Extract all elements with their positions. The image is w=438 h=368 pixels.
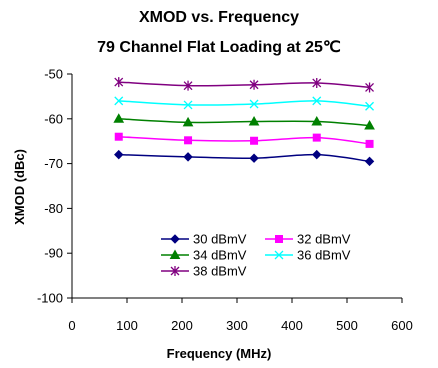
data-point — [364, 120, 375, 130]
x-tick-label: 600 — [391, 318, 413, 333]
data-point — [114, 96, 124, 106]
legend-marker — [170, 266, 180, 276]
series-line — [118, 153, 370, 163]
data-point — [183, 80, 193, 91]
x-tick-label: 400 — [281, 318, 303, 333]
y-tick-label: -50 — [44, 67, 63, 82]
data-point — [365, 139, 374, 148]
data-point — [250, 136, 259, 145]
data-point — [312, 133, 321, 142]
legend-marker — [170, 234, 180, 244]
plot-area: -50 -60 -70 -80 -90 -100 0 100 200 300 400 500 600 — [37, 67, 413, 334]
y-tick-label: -60 — [44, 111, 63, 126]
x-tick-label: 300 — [226, 318, 248, 333]
data-point — [311, 115, 323, 126]
series-line — [118, 118, 370, 127]
x-tick-label: 0 — [68, 318, 75, 333]
legend: 30 dBmV 32 dBmV 34 dBmV 36 dBmV 38 dBmV — [161, 232, 351, 279]
data-point — [114, 149, 124, 160]
legend-label: 38 dBmV — [193, 264, 247, 279]
legend-label: 36 dBmV — [297, 248, 351, 263]
legend-label: 32 dBmV — [297, 232, 351, 247]
data-point — [249, 79, 259, 90]
legend-label: 30 dBmV — [193, 232, 247, 247]
x-tick-label: 200 — [171, 318, 193, 333]
data-point — [312, 77, 322, 88]
data-point — [249, 99, 259, 109]
y-tick-label: -100 — [37, 291, 63, 306]
data-point — [183, 152, 193, 162]
chart-title: XMOD vs. Frequency — [139, 9, 299, 26]
x-axis-title: Frequency (MHz) — [167, 346, 272, 361]
data-point — [312, 96, 322, 106]
chart-subtitle: 79 Channel Flat Loading at 25℃ — [97, 39, 341, 56]
legend-marker — [169, 249, 181, 259]
x-tick-label: 500 — [336, 318, 358, 333]
data-point — [365, 82, 375, 93]
series-line — [118, 81, 370, 89]
data-point — [364, 156, 375, 167]
legend-marker — [274, 250, 284, 260]
y-axis-title: XMOD (dBc) — [12, 149, 27, 225]
legend-label: 34 dBmV — [193, 248, 247, 263]
data-point — [114, 77, 124, 88]
series-line — [118, 135, 370, 145]
y-tick-label: -70 — [44, 156, 63, 171]
series-line — [118, 100, 370, 108]
data-point — [183, 100, 193, 110]
data-point — [114, 132, 123, 141]
data-point — [312, 149, 322, 160]
x-tick-label: 100 — [116, 318, 138, 333]
data-point — [113, 113, 125, 123]
data-point — [184, 136, 193, 145]
y-tick-label: -80 — [44, 201, 63, 216]
data-point — [248, 115, 260, 126]
y-tick-label: -90 — [44, 246, 63, 261]
legend-marker — [275, 235, 283, 243]
data-point — [249, 153, 259, 163]
data-point — [365, 101, 375, 111]
data-point — [182, 116, 194, 127]
